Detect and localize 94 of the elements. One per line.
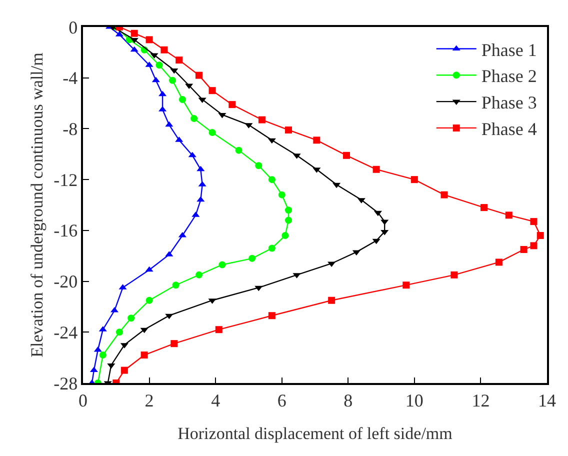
point <box>372 166 380 173</box>
point <box>284 216 292 224</box>
point <box>146 36 153 44</box>
point <box>530 242 538 250</box>
legend-label: Phase 3 <box>481 92 537 113</box>
point <box>313 136 320 144</box>
point <box>158 90 167 96</box>
point <box>120 366 128 374</box>
point <box>255 162 262 170</box>
point <box>248 254 256 262</box>
point <box>165 314 174 320</box>
point <box>268 312 276 320</box>
point <box>116 328 123 336</box>
point <box>284 126 292 134</box>
point <box>402 282 410 289</box>
point <box>107 363 116 369</box>
point <box>410 176 418 184</box>
point <box>130 30 138 37</box>
point <box>332 182 341 188</box>
y-axis-title: Elevation of underground continuous wall/m <box>28 52 47 358</box>
legend-label: Phase 4 <box>481 118 537 139</box>
point <box>176 56 183 64</box>
point <box>278 191 286 198</box>
point <box>235 146 242 154</box>
point <box>218 261 226 268</box>
point <box>140 328 148 334</box>
point <box>450 271 458 278</box>
point <box>99 352 106 359</box>
x-axis-title: Horizontal displacement of left side/mm <box>178 424 452 444</box>
point <box>352 250 360 256</box>
point <box>90 366 98 372</box>
point <box>284 206 292 214</box>
point <box>190 115 198 122</box>
point <box>146 296 153 304</box>
point <box>218 112 226 118</box>
point <box>268 138 276 144</box>
point <box>160 46 168 54</box>
point <box>196 196 205 202</box>
x-tick-label: 8 <box>344 390 353 410</box>
point <box>505 212 512 219</box>
point <box>258 116 266 124</box>
point <box>342 152 350 159</box>
y-tick-label: -24 <box>54 322 78 342</box>
point <box>196 72 202 79</box>
x-tick-label: 2 <box>144 390 154 410</box>
point <box>170 340 178 348</box>
point <box>440 191 448 198</box>
point <box>152 76 160 82</box>
point <box>172 282 180 289</box>
y-tick-label: -8 <box>62 119 78 140</box>
point <box>372 238 380 244</box>
point <box>196 166 205 172</box>
point <box>170 68 178 74</box>
point <box>140 352 148 359</box>
y-tick-label: 0 <box>68 17 78 38</box>
point <box>156 62 163 69</box>
point <box>268 176 276 184</box>
point <box>228 101 236 108</box>
point <box>536 232 544 240</box>
point <box>128 314 135 322</box>
point <box>520 246 528 253</box>
point <box>130 38 138 44</box>
y-tick-label: -20 <box>54 272 78 292</box>
point <box>165 121 174 127</box>
point <box>196 271 202 278</box>
point <box>130 46 138 52</box>
point <box>254 286 263 292</box>
point <box>282 232 289 240</box>
point <box>208 129 216 136</box>
y-tick-label: -28 <box>54 373 78 394</box>
y-tick-label: -4 <box>62 68 78 88</box>
point <box>380 230 389 236</box>
x-tick-label: 6 <box>277 390 286 410</box>
x-tick-label: 12 <box>472 390 490 410</box>
point <box>480 204 488 212</box>
point <box>168 76 176 84</box>
legend-label: Phase 1 <box>481 40 537 60</box>
point <box>495 258 502 266</box>
legend-label: Phase 2 <box>481 66 537 86</box>
x-tick-label: 4 <box>211 390 220 410</box>
point <box>328 296 336 304</box>
point <box>145 266 154 272</box>
point <box>178 96 186 103</box>
point <box>380 220 389 226</box>
y-tick-label: -16 <box>54 220 78 241</box>
point <box>530 218 538 226</box>
point <box>188 152 196 158</box>
y-tick-label: -12 <box>54 170 78 190</box>
point <box>268 244 276 252</box>
x-tick-label: 14 <box>538 390 556 410</box>
point <box>208 87 216 94</box>
point <box>94 346 102 352</box>
point <box>215 326 222 334</box>
x-tick-label: 10 <box>405 390 424 410</box>
